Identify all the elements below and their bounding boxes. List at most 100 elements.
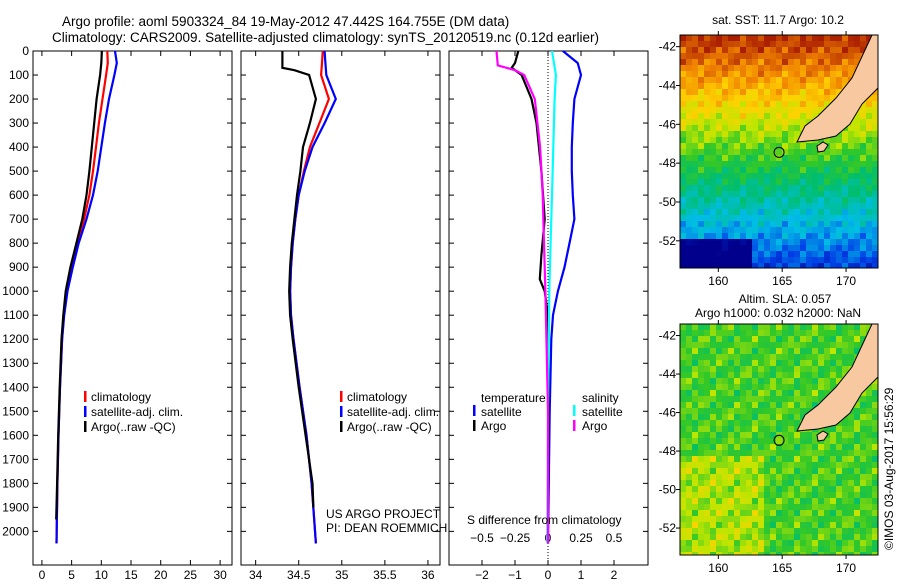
- map-cell: [710, 173, 716, 179]
- map-cell: [854, 540, 860, 546]
- map-cell: [752, 414, 758, 420]
- map-cell: [710, 125, 716, 131]
- map-cell: [818, 257, 824, 263]
- map-cell: [860, 456, 866, 462]
- x-tick-label: 5: [68, 568, 75, 580]
- map-cell: [752, 83, 758, 89]
- map-cell: [758, 221, 764, 227]
- map-cell: [758, 468, 764, 474]
- map-cell: [824, 263, 830, 268]
- map-cell: [872, 402, 878, 408]
- map-cell: [800, 540, 806, 546]
- map-cell: [824, 480, 830, 486]
- map-cell: [740, 173, 746, 179]
- map-cell: [794, 83, 800, 89]
- map-cell: [836, 191, 842, 197]
- map-cell: [806, 65, 812, 71]
- map-cell: [686, 516, 692, 522]
- map-cell: [842, 209, 848, 215]
- lon-tick-label: 160: [708, 561, 728, 575]
- map-cell: [686, 534, 692, 540]
- map-cell: [776, 384, 782, 390]
- map-cell: [692, 47, 698, 53]
- map-cell: [758, 438, 764, 444]
- map-cell: [788, 239, 794, 245]
- map-cell: [740, 203, 746, 209]
- map-cell: [710, 396, 716, 402]
- map-cell: [758, 420, 764, 426]
- map-cell: [842, 227, 848, 233]
- map-cell: [782, 348, 788, 354]
- map-cell: [692, 239, 698, 245]
- map-cell: [710, 426, 716, 432]
- map-cell: [788, 378, 794, 384]
- map-cell: [758, 336, 764, 342]
- map-cell: [806, 215, 812, 221]
- map-cell: [812, 59, 818, 65]
- map-cell: [740, 47, 746, 53]
- map-cell: [788, 432, 794, 438]
- map-cell: [830, 41, 836, 47]
- map-cell: [836, 155, 842, 161]
- map-cell: [812, 336, 818, 342]
- map-cell: [836, 456, 842, 462]
- map-cell: [770, 107, 776, 113]
- map-cell: [854, 203, 860, 209]
- map-cell: [764, 77, 770, 83]
- map-cell: [752, 456, 758, 462]
- map-cell: [836, 149, 842, 155]
- map-cell: [704, 354, 710, 360]
- map-cell: [800, 486, 806, 492]
- map-cell: [818, 456, 824, 462]
- map-cell: [848, 474, 854, 480]
- map-cell: [704, 330, 710, 336]
- map-cell: [722, 203, 728, 209]
- map-cell: [824, 233, 830, 239]
- map-cell: [842, 35, 848, 41]
- map-cell: [764, 179, 770, 185]
- map-cell: [758, 209, 764, 215]
- map-cell: [824, 354, 830, 360]
- map-cell: [722, 432, 728, 438]
- map-cell: [728, 215, 734, 221]
- map-cell: [704, 257, 710, 263]
- map-cell: [740, 528, 746, 534]
- map-cell: [794, 143, 800, 149]
- map-cell: [794, 35, 800, 41]
- map-cell: [872, 185, 878, 191]
- map-cell: [860, 35, 866, 41]
- map-cell: [872, 504, 878, 510]
- map-cell: [722, 402, 728, 408]
- map-cell: [830, 203, 836, 209]
- map-cell: [710, 83, 716, 89]
- map-cell: [764, 245, 770, 251]
- map-cell: [722, 95, 728, 101]
- map-cell: [782, 426, 788, 432]
- map-cell: [800, 396, 806, 402]
- map-cell: [680, 336, 686, 342]
- map-cell: [848, 486, 854, 492]
- map-cell: [716, 53, 722, 59]
- map-cell: [806, 330, 812, 336]
- map-cell: [716, 486, 722, 492]
- map-cell: [764, 41, 770, 47]
- map-cell: [812, 173, 818, 179]
- map-cell: [866, 390, 872, 396]
- map-cell: [764, 95, 770, 101]
- map-cell: [692, 396, 698, 402]
- map-cell: [734, 510, 740, 516]
- map-cell: [818, 83, 824, 89]
- map-cell: [860, 534, 866, 540]
- legend-label: satellite-adj. clim.: [347, 405, 439, 419]
- map-cell: [800, 432, 806, 438]
- map-cell: [782, 185, 788, 191]
- map-cell: [704, 41, 710, 47]
- map-cell: [746, 372, 752, 378]
- map-cell: [740, 59, 746, 65]
- map-cell: [800, 354, 806, 360]
- map-cell: [692, 414, 698, 420]
- map-cell: [692, 468, 698, 474]
- map-cell: [770, 534, 776, 540]
- map-cell: [692, 89, 698, 95]
- map-cell: [734, 486, 740, 492]
